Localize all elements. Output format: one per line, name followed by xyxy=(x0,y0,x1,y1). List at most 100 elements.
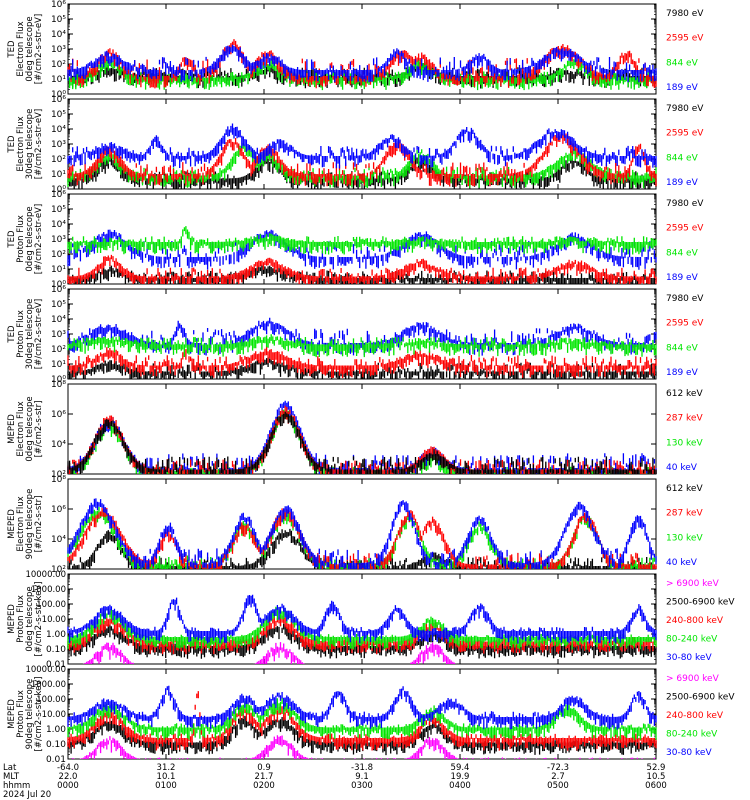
y-tick-label: 10⁴ xyxy=(51,440,66,450)
y-axis-label: MEPED xyxy=(7,509,17,539)
y-tick-label: 10¹ xyxy=(51,75,66,85)
y-axis-label: TED xyxy=(7,325,17,344)
series-red-trace xyxy=(67,405,657,474)
legend-entry: 2595 eV xyxy=(666,319,704,329)
y-axis-label: 90deg telescope xyxy=(25,489,35,560)
legend-entry: 2500-6900 keV xyxy=(666,598,735,608)
legend-entry: 2595 eV xyxy=(666,34,704,44)
series-blue-trace xyxy=(67,498,657,569)
y-axis-label: 0deg telescope xyxy=(25,206,35,271)
y-axis-label: [#/cm2-s-str-eV] xyxy=(34,204,44,274)
y-axis-label: [#/cm2-s-str-keV] xyxy=(34,582,44,657)
y-tick-label: 10⁰ xyxy=(51,375,66,385)
x-lat-label: 31.2 xyxy=(157,763,176,773)
legend-entry: 7980 eV xyxy=(666,294,704,304)
y-tick-label: 10⁸ xyxy=(51,380,66,390)
y-tick-label: 0.01 xyxy=(46,755,66,765)
x-lat-label: 0.9 xyxy=(257,763,271,773)
x-row-label: 2024 Jul 20 xyxy=(3,790,51,800)
legend-entry: > 6900 keV xyxy=(666,579,720,589)
x-lat-label: -31.8 xyxy=(351,763,373,773)
y-axis-label: 0deg telescope xyxy=(25,16,35,81)
legend-entry: 130 keV xyxy=(666,533,703,543)
x-time-label: 0500 xyxy=(547,781,569,791)
x-row-label: Lat xyxy=(3,763,17,773)
series-green-trace xyxy=(67,606,657,650)
y-tick-label: 10¹ xyxy=(51,265,66,275)
series-green-trace xyxy=(67,698,657,741)
y-axis-label: [#/cm2-s-str] xyxy=(34,401,44,458)
legend-entry: 240-800 keV xyxy=(666,616,724,626)
y-tick-label: 0.10 xyxy=(46,740,66,750)
y-tick-label: 10³ xyxy=(51,140,66,150)
y-tick-label: 10² xyxy=(51,470,66,480)
x-mlt-label: 10.1 xyxy=(157,772,176,782)
y-axis-label: [#/cm2-s-str-eV] xyxy=(34,109,44,179)
y-tick-label: 10⁶ xyxy=(51,190,66,200)
y-tick-label: 10⁴ xyxy=(51,220,66,230)
y-axis-label: Proton Flux xyxy=(16,690,26,738)
legend-entry: 612 keV xyxy=(666,389,703,399)
legend-entry: 189 eV xyxy=(666,273,699,283)
y-axis-label: 0deg telescope xyxy=(25,396,35,461)
legend-entry: > 6900 keV xyxy=(666,674,720,684)
y-tick-label: 100.00 xyxy=(36,695,66,705)
x-mlt-label: 10.5 xyxy=(647,772,666,782)
legend-entry: 287 keV xyxy=(666,414,703,424)
x-time-label: 0100 xyxy=(155,781,177,791)
legend-entry: 612 keV xyxy=(666,484,703,494)
y-axis-label: Electron Flux xyxy=(16,401,26,456)
series-black-trace xyxy=(67,411,657,474)
x-lat-label: 59.4 xyxy=(451,763,470,773)
legend-entry: 844 eV xyxy=(666,248,699,258)
y-tick-label: 10⁶ xyxy=(51,410,66,420)
legend-entry: 7980 eV xyxy=(666,199,704,209)
series-green-trace xyxy=(67,334,657,358)
y-tick-label: 10⁴ xyxy=(51,535,66,545)
y-tick-label: 10⁸ xyxy=(51,475,66,485)
y-tick-label: 10² xyxy=(51,565,66,575)
series-red-trace xyxy=(67,346,657,379)
x-mlt-label: 2.7 xyxy=(551,772,565,782)
y-axis-label: [#/cm2-s-str-eV] xyxy=(34,299,44,369)
y-tick-label: 10² xyxy=(51,345,66,355)
y-axis-label: 0deg telescope xyxy=(25,586,35,651)
series-magenta-trace xyxy=(82,642,457,664)
legend-entry: 80-240 keV xyxy=(666,635,718,645)
y-tick-label: 10⁴ xyxy=(51,30,66,40)
y-tick-label: 0.10 xyxy=(46,645,66,655)
y-tick-label: 10⁵ xyxy=(51,300,66,310)
series-red-trace xyxy=(67,254,657,284)
y-tick-label: 10² xyxy=(51,60,66,70)
y-axis-label: [#/cm2-s-str-eV] xyxy=(34,14,44,84)
legend-entry: 844 eV xyxy=(666,58,699,68)
y-tick-label: 10⁶ xyxy=(51,95,66,105)
legend-entry: 189 eV xyxy=(666,83,699,93)
legend-entry: 844 eV xyxy=(666,343,699,353)
y-tick-label: 10³ xyxy=(51,330,66,340)
y-tick-label: 10⁰ xyxy=(51,90,66,100)
legend-entry: 30-80 keV xyxy=(666,653,712,663)
legend-entry: 7980 eV xyxy=(666,9,704,19)
x-row-label: hhmm xyxy=(3,781,30,791)
y-axis-label: TED xyxy=(7,230,17,249)
legend-entry: 130 keV xyxy=(666,438,703,448)
y-axis-label: Proton Flux xyxy=(16,595,26,643)
x-lat-label: 52.9 xyxy=(647,763,666,773)
x-time-label: 0000 xyxy=(57,781,79,791)
series-blue-trace xyxy=(67,123,657,169)
series-blue-trace xyxy=(67,685,657,730)
y-axis-label: TED xyxy=(7,40,17,59)
y-tick-label: 1.00 xyxy=(46,630,66,640)
y-tick-label: 10.00 xyxy=(42,710,66,720)
legend-entry: 2595 eV xyxy=(666,224,704,234)
x-mlt-label: 22.0 xyxy=(59,772,78,782)
y-tick-label: 1000.00 xyxy=(31,585,66,595)
y-axis-label: 90deg telescope xyxy=(25,679,35,750)
y-axis-label: 30deg telescope xyxy=(25,109,35,180)
x-time-label: 0300 xyxy=(351,781,373,791)
y-tick-label: 10³ xyxy=(51,45,66,55)
legend-entry: 30-80 keV xyxy=(666,748,712,758)
y-axis-label: MEPED xyxy=(7,604,17,634)
